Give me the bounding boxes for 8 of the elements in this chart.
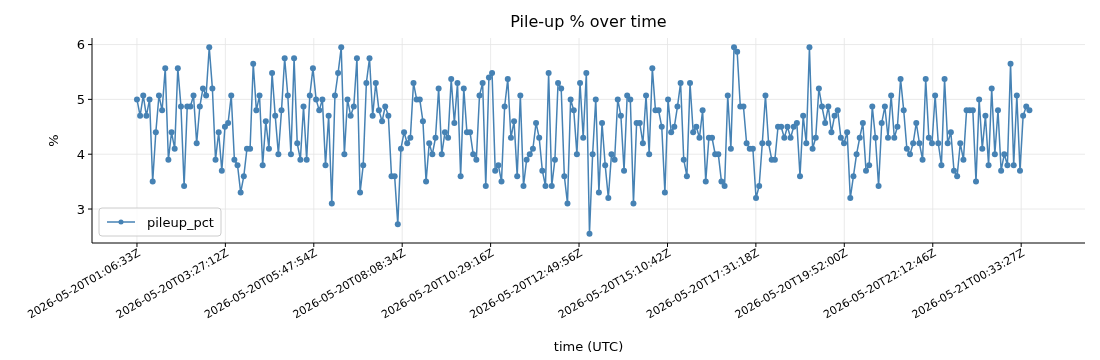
y-axis-title: %	[46, 134, 61, 147]
y-tick-label: 6	[76, 37, 85, 53]
y-tick-label: 5	[76, 91, 85, 107]
chart-title: Pile-up % over time	[510, 12, 667, 31]
legend-label: pileup_pct	[147, 214, 214, 230]
x-axis-title: time (UTC)	[553, 339, 624, 354]
y-tick-label: 4	[76, 146, 85, 162]
y-tick-label: 3	[76, 201, 85, 217]
